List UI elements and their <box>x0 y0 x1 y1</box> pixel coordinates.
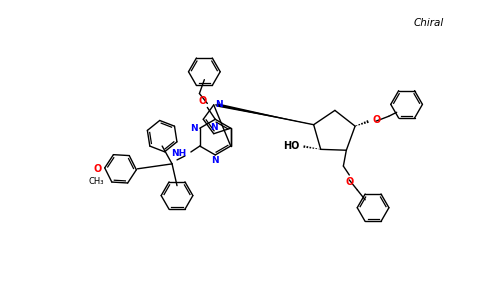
Text: O: O <box>373 115 381 125</box>
Text: O: O <box>345 177 353 187</box>
Text: N: N <box>215 100 222 109</box>
Text: N: N <box>190 124 198 133</box>
Text: N: N <box>212 156 219 165</box>
Text: O: O <box>198 96 206 106</box>
Polygon shape <box>216 103 314 125</box>
Text: Chiral: Chiral <box>413 18 443 28</box>
Text: N: N <box>210 123 217 132</box>
Text: O: O <box>93 164 102 174</box>
Text: HO: HO <box>284 141 300 152</box>
Text: CH₃: CH₃ <box>88 177 104 186</box>
Text: NH: NH <box>171 149 186 158</box>
